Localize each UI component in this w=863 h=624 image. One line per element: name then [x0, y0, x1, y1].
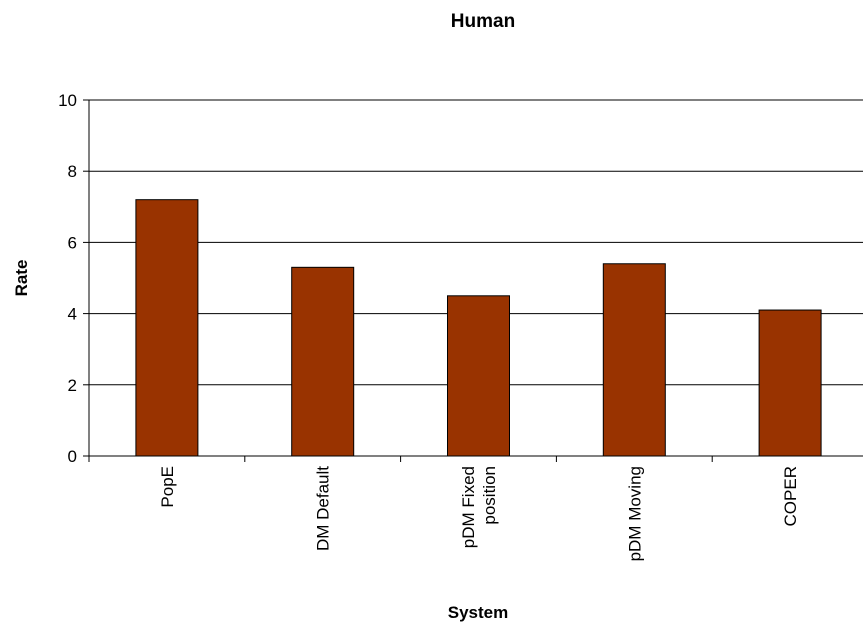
x-tick-label: PopE	[158, 466, 177, 508]
x-tick-label-line: pDM Fixed	[459, 466, 478, 548]
y-tick-label: 0	[68, 447, 77, 466]
bars	[135, 199, 822, 457]
y-axis-title: Rate	[12, 260, 31, 297]
y-tick-label: 6	[68, 233, 77, 252]
bar	[602, 263, 666, 457]
x-tick-label-line: COPER	[781, 466, 800, 526]
y-ticks: 0 2 4 6 8 10	[58, 91, 89, 466]
x-axis-title: System	[448, 603, 508, 622]
x-tick-label-line: PopE	[158, 466, 177, 508]
gridlines	[89, 99, 863, 386]
bar	[447, 295, 510, 457]
x-tick-label: pDM Fixed position	[459, 466, 499, 548]
x-tick-label: pDM Moving	[625, 466, 644, 561]
y-tick-label: 10	[58, 91, 77, 110]
chart-title: Human	[451, 11, 515, 32]
y-tick-label: 8	[68, 162, 77, 181]
bar	[758, 309, 822, 457]
x-tick-label-line: position	[480, 466, 499, 525]
x-ticks: PopE DM Default pDM Fixed position pDM Movin…	[88, 456, 800, 561]
x-tick-label-line: pDM Moving	[625, 466, 644, 561]
y-tick-label: 2	[68, 376, 77, 395]
bar	[291, 266, 355, 457]
axes	[88, 100, 863, 457]
x-tick-label: DM Default	[314, 466, 333, 551]
x-tick-label: COPER	[781, 466, 800, 526]
y-tick-label: 4	[68, 305, 77, 324]
x-tick-label-line: DM Default	[314, 466, 333, 551]
bar	[135, 199, 199, 457]
